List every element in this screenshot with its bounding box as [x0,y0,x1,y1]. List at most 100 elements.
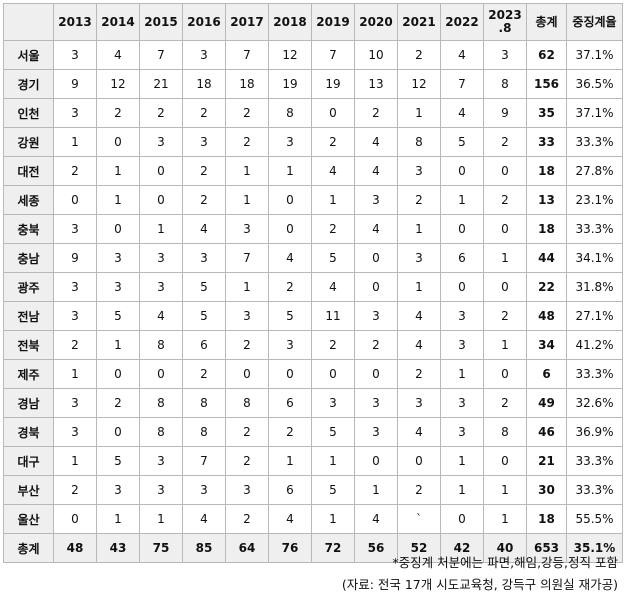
header-row: 2013 2014 2015 2016 2017 2018 2019 2020 … [3,3,623,41]
year-count-cell: 2 [397,475,441,505]
year-count-cell: 1 [268,156,312,186]
year-count-cell: 1 [311,504,355,534]
header-year-2022: 2022 [440,3,484,41]
region-label: 경북 [3,417,54,447]
year-count-cell: 0 [96,214,140,244]
year-count-cell: 7 [225,243,269,273]
year-count-cell: 3 [354,388,398,418]
year-count-cell: 2 [225,504,269,534]
year-count-cell: 3 [139,243,183,273]
year-count-cell: 2 [311,214,355,244]
year-count-cell: 3 [483,40,527,70]
year-count-cell: 12 [268,40,312,70]
year-count-cell: 3 [182,127,226,157]
year-count-cell: 1 [311,185,355,215]
year-count-cell: 8 [139,417,183,447]
table-row: 강원 1 0 3 3 2 3 2 4 8 5 2 33 33.3% [3,127,623,157]
year-count-cell: 0 [268,214,312,244]
year-count-cell: 3 [397,388,441,418]
year-count-cell: 0 [483,359,527,389]
year-count-cell: 0 [483,446,527,476]
year-count-cell: 9 [483,98,527,128]
year-count-cell: 5 [311,243,355,273]
year-count-cell: 1 [354,475,398,505]
year-count-cell: 4 [139,301,183,331]
note-definition: *중징계 처분에는 파면,해임,강등,정직 포함 [392,555,618,570]
year-count-cell: 8 [139,388,183,418]
year-count-cell: 2 [182,185,226,215]
year-count-cell: 3 [182,243,226,273]
year-count-cell: 2 [354,98,398,128]
year-count-cell: 3 [139,446,183,476]
year-count-cell: 0 [440,214,484,244]
header-year-2018: 2018 [268,3,312,41]
year-count-cell: 8 [182,417,226,447]
total-cell: 40 [483,533,527,563]
region-label: 경기 [3,69,54,99]
year-count-cell: 4 [311,156,355,186]
year-count-cell: 2 [139,98,183,128]
severe-rate-cell: 27.8% [566,156,623,186]
year-count-cell: 2 [225,330,269,360]
year-count-cell: 2 [483,301,527,331]
year-count-cell: 3 [268,127,312,157]
year-count-cell: 3 [440,388,484,418]
region-label: 제주 [3,359,54,389]
table-row: 충북 3 0 1 4 3 0 2 4 1 0 0 18 33.3% [3,214,623,244]
year-count-cell: 2 [397,40,441,70]
year-count-cell: 0 [354,359,398,389]
year-count-cell: 0 [483,156,527,186]
year-count-cell: 7 [440,69,484,99]
year-count-cell: 0 [53,504,97,534]
header-year-2019: 2019 [311,3,355,41]
severe-rate-cell: 41.2% [566,330,623,360]
year-count-cell: 8 [483,69,527,99]
year-count-cell: 8 [182,388,226,418]
year-count-cell: 3 [354,185,398,215]
region-label: 전북 [3,330,54,360]
region-total-cell: 6 [526,359,567,389]
year-count-cell: 2 [225,98,269,128]
year-count-cell: 3 [53,214,97,244]
year-count-cell: 12 [96,69,140,99]
year-count-cell: 0 [96,127,140,157]
grand-total-cell: 653 [526,533,567,563]
total-cell: 48 [53,533,97,563]
year-count-cell: 1 [440,185,484,215]
year-count-cell: 3 [139,475,183,505]
table-row: 서울 3 4 7 3 7 12 7 10 2 4 3 62 37.1% [3,40,623,70]
year-count-cell: 2 [483,127,527,157]
region-total-cell: 156 [526,69,567,99]
year-count-cell: 4 [354,504,398,534]
severe-rate-cell: 31.8% [566,272,623,302]
severe-rate-cell: 27.1% [566,301,623,331]
year-count-cell: 11 [311,301,355,331]
year-count-cell: 0 [440,272,484,302]
year-count-cell: 0 [483,272,527,302]
year-count-cell: 0 [268,359,312,389]
total-cell: 52 [397,533,441,563]
year-count-cell: 1 [483,504,527,534]
table-row: 충남 9 3 3 3 7 4 5 0 3 6 1 44 34.1% [3,243,623,273]
region-total-cell: 18 [526,156,567,186]
header-year-2017: 2017 [225,3,269,41]
total-cell: 42 [440,533,484,563]
region-label: 충남 [3,243,54,273]
year-count-cell: 4 [182,504,226,534]
total-row-label: 총계 [3,533,54,563]
year-count-cell: 3 [397,243,441,273]
severe-rate-cell: 33.3% [566,127,623,157]
table-row: 경기 9 12 21 18 18 19 19 13 12 7 8 156 36.5% [3,69,623,99]
table-row: 경남 3 2 8 8 8 6 3 3 3 3 2 49 32.6% [3,388,623,418]
year-count-cell: 4 [397,417,441,447]
severe-rate-cell: 37.1% [566,40,623,70]
header-corner-cell [3,3,54,41]
header-total: 총계 [526,3,567,41]
year-count-cell: 0 [354,243,398,273]
year-count-cell: 2 [182,98,226,128]
year-count-cell: 0 [311,98,355,128]
year-count-cell: 3 [53,40,97,70]
year-count-cell: 8 [397,127,441,157]
table-row: 대구 1 5 3 7 2 1 1 0 0 1 0 21 33.3% [3,446,623,476]
year-count-cell: 4 [440,40,484,70]
